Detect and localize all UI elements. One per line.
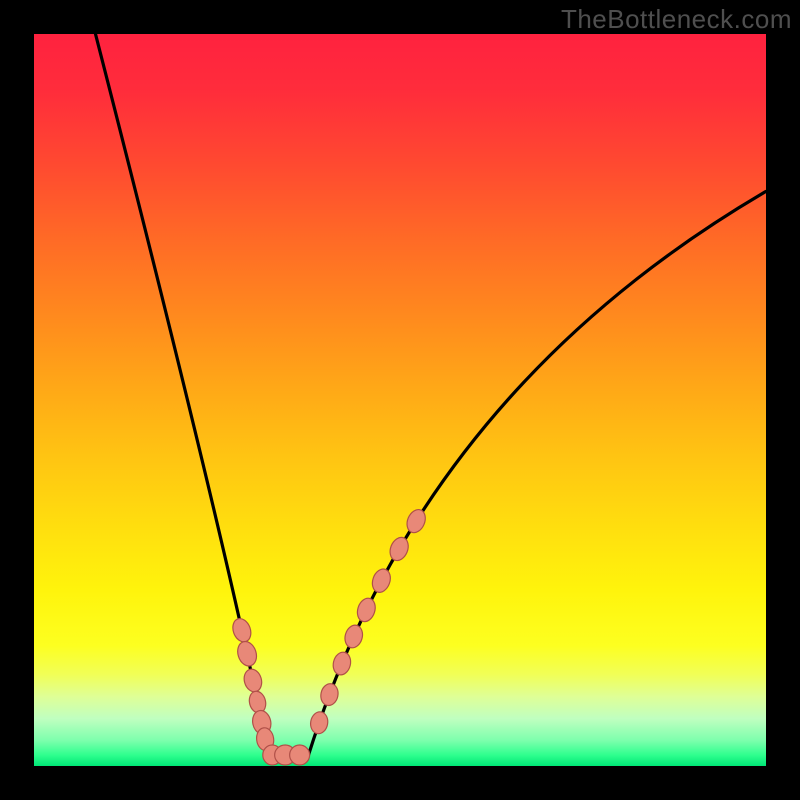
data-marker bbox=[230, 616, 254, 644]
plot-area bbox=[34, 34, 766, 766]
data-marker bbox=[242, 667, 265, 694]
data-marker bbox=[387, 535, 412, 564]
curve-right bbox=[309, 191, 767, 755]
data-marker bbox=[290, 745, 310, 765]
data-marker bbox=[331, 650, 353, 676]
data-marker bbox=[235, 639, 260, 668]
data-marker bbox=[369, 567, 393, 595]
data-marker bbox=[342, 623, 365, 650]
data-marker bbox=[319, 682, 340, 707]
data-marker bbox=[309, 710, 330, 735]
bottleneck-curve-svg bbox=[34, 34, 766, 766]
data-marker bbox=[355, 596, 379, 624]
marker-layer bbox=[230, 507, 429, 765]
data-marker bbox=[404, 507, 429, 536]
watermark-text: TheBottleneck.com bbox=[561, 4, 792, 35]
